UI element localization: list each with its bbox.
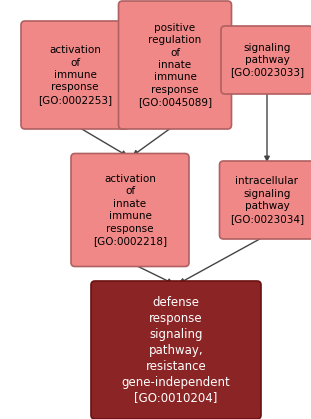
Text: intracellular
signaling
pathway
[GO:0023034]: intracellular signaling pathway [GO:0023… [230,176,304,224]
FancyBboxPatch shape [91,281,261,419]
Text: positive
regulation
of
innate
immune
response
[GO:0045089]: positive regulation of innate immune res… [138,23,212,107]
FancyBboxPatch shape [221,26,311,94]
FancyBboxPatch shape [21,21,129,129]
Text: activation
of
innate
immune
response
[GO:0002218]: activation of innate immune response [GO… [93,174,167,246]
Text: activation
of
immune
response
[GO:0002253]: activation of immune response [GO:000225… [38,45,112,105]
FancyBboxPatch shape [71,153,189,266]
FancyBboxPatch shape [220,161,311,239]
FancyBboxPatch shape [118,1,231,129]
Text: defense
response
signaling
pathway,
resistance
gene-independent
[GO:0010204]: defense response signaling pathway, resi… [122,295,230,404]
Text: signaling
pathway
[GO:0023033]: signaling pathway [GO:0023033] [230,43,304,78]
